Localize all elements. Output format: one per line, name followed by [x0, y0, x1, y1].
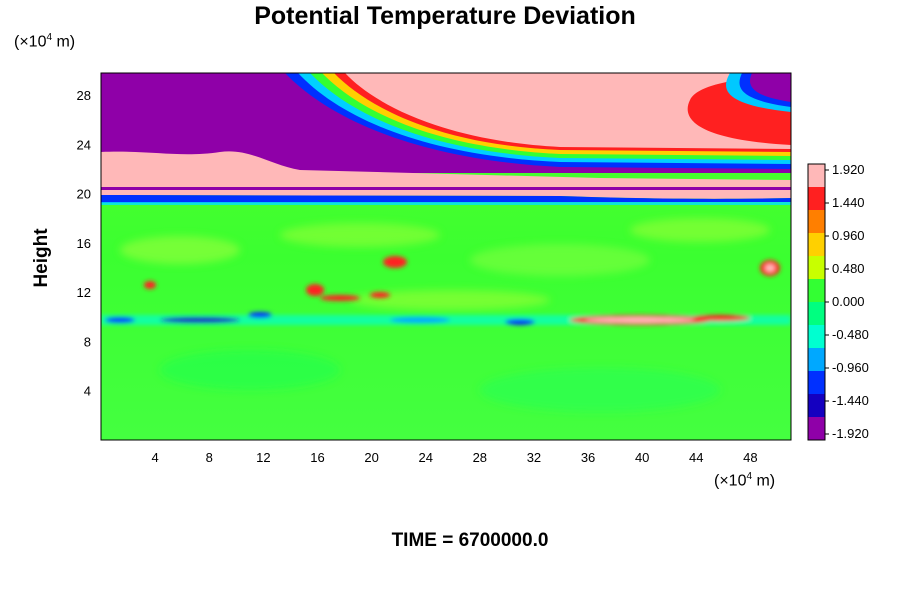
x-tick-label: 8: [206, 450, 213, 465]
colorbar-segment: [808, 233, 825, 257]
colorbar-segment: [808, 325, 825, 349]
colorbar-segment: [808, 210, 825, 234]
x-tick-label: 24: [418, 450, 432, 465]
warm-streak-20: [101, 190, 791, 199]
colorbar-label: 0.960: [832, 228, 865, 243]
y-tick-label: 12: [77, 285, 91, 300]
plot-area: [101, 73, 791, 440]
colorbar-label: -0.960: [832, 360, 869, 375]
colorbar-label: 1.920: [832, 162, 865, 177]
cold-band-20: [101, 195, 791, 203]
x-tick-label: 20: [364, 450, 378, 465]
colorbar-label: -1.440: [832, 393, 869, 408]
colorbar-segment: [808, 187, 825, 211]
x-tick-label: 12: [256, 450, 270, 465]
x-axis-unit: (×104 m): [714, 471, 776, 490]
y-tick-label: 24: [77, 137, 91, 152]
colorbar-segment: [808, 394, 825, 418]
colorbar-label: -1.920: [832, 426, 869, 441]
x-tick-label: 44: [689, 450, 703, 465]
x-tick-label: 32: [527, 450, 541, 465]
x-tick-label: 4: [152, 450, 159, 465]
y-tick-label: 8: [84, 334, 91, 349]
upper-warm-lens: [345, 73, 791, 149]
x-tick-label: 36: [581, 450, 595, 465]
colorbar-segment: [808, 417, 825, 441]
y-tick-label: 28: [77, 88, 91, 103]
colorbar-label: -0.480: [832, 327, 869, 342]
y-tick-label: 20: [77, 187, 91, 202]
x-tick-label: 16: [310, 450, 324, 465]
colorbar-segment: [808, 256, 825, 280]
colorbar-label: 0.000: [832, 294, 865, 309]
colorbar-label: 1.440: [832, 195, 865, 210]
time-label: TIME = 6700000.0: [391, 530, 549, 551]
x-tick-label: 40: [635, 450, 649, 465]
x-tick-label: 48: [743, 450, 757, 465]
colorbar: 1.920 1.440 0.960 0.480 0.000 -0.480 -0.960 -1.…: [807, 162, 869, 441]
y-ticks: 4 8 12 16 20 24 28: [77, 88, 91, 399]
colorbar-segment: [808, 302, 825, 326]
colorbar-segment: [808, 279, 825, 303]
colorbar-segment: [808, 348, 825, 372]
y-tick-label: 16: [77, 236, 91, 251]
y-axis-unit: (×104 m): [14, 32, 76, 51]
x-ticks: 4 8 12 16 20 24 28 32 36 40 44 48: [152, 450, 758, 465]
x-tick-label: 28: [473, 450, 487, 465]
warm-band-22: [101, 151, 791, 187]
colorbar-segment: [808, 371, 825, 395]
field-texture: [120, 218, 770, 412]
colorbar-label: 0.480: [832, 261, 865, 276]
y-tick-label: 4: [84, 384, 91, 399]
disturbance-band: [101, 256, 791, 325]
chart-title: Potential Temperature Deviation: [254, 2, 636, 30]
colorbar-segment: [808, 164, 825, 188]
plot-frame: [100, 72, 792, 441]
